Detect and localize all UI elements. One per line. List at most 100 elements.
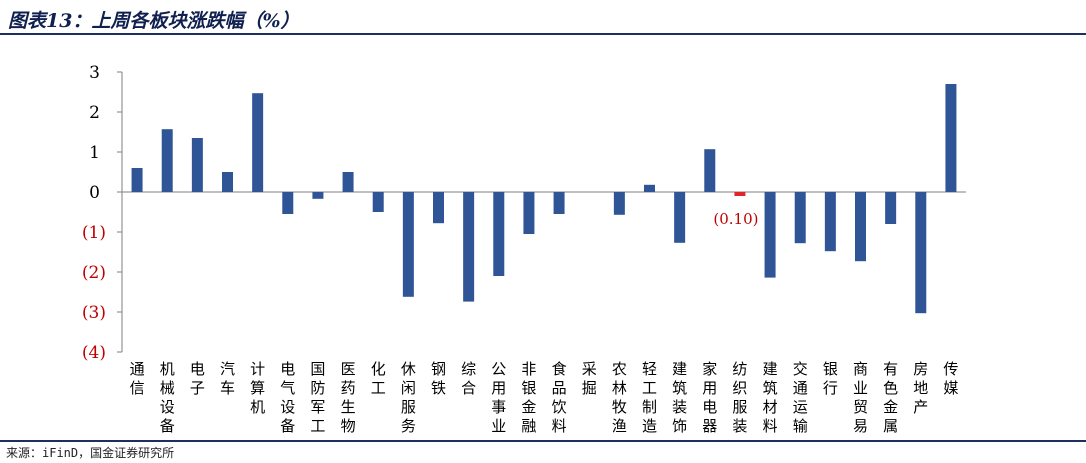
category-label: 食 xyxy=(552,360,567,378)
source-note: 来源：iFinD，国金证券研究所 xyxy=(6,446,175,460)
category-label: 银 xyxy=(521,379,536,397)
category-label: 综 xyxy=(461,360,476,378)
bar-商业贸易 xyxy=(855,192,866,262)
data-label-highlight: (0.10) xyxy=(713,210,758,228)
y-tick-label: 1 xyxy=(89,143,100,163)
bar-农林牧渔 xyxy=(613,192,625,215)
category-label: 业 xyxy=(491,417,506,435)
bar-电气设备 xyxy=(282,192,294,214)
category-label: 有 xyxy=(883,360,898,378)
category-label: 林 xyxy=(612,379,627,397)
category-label: 电 xyxy=(280,360,295,378)
bar-纺织服装 xyxy=(734,192,746,196)
y-tick-label: 0 xyxy=(89,183,100,203)
bar-休闲服务 xyxy=(402,192,414,297)
category-label: 机 xyxy=(250,398,265,416)
category-label: 产 xyxy=(913,398,928,416)
category-label: 农 xyxy=(612,360,627,378)
bar-医药生物 xyxy=(342,172,354,192)
category-label: 备 xyxy=(280,417,295,435)
category-label: 贸 xyxy=(853,398,868,416)
category-label: 采 xyxy=(582,360,597,378)
category-label: 物 xyxy=(341,417,356,435)
category-label: 药 xyxy=(341,379,356,397)
y-tick-label: (4) xyxy=(82,343,106,363)
bar-传媒 xyxy=(945,84,957,192)
category-label: 筑 xyxy=(672,379,687,397)
category-label: 属 xyxy=(883,417,898,435)
y-tick-label: (2) xyxy=(82,263,106,283)
category-label: 事 xyxy=(491,398,506,416)
category-label: 合 xyxy=(461,379,476,397)
category-label: 行 xyxy=(823,379,838,397)
category-label: 牧 xyxy=(612,398,627,416)
bar-国防军工 xyxy=(312,192,324,199)
category-label: 织 xyxy=(732,379,747,397)
bar-房地产 xyxy=(915,192,927,314)
bar-电子 xyxy=(191,138,203,192)
category-label: 银 xyxy=(823,360,838,378)
bar-建筑装饰 xyxy=(674,192,686,243)
category-label: 铁 xyxy=(431,379,446,397)
category-label: 电 xyxy=(190,360,205,378)
category-label: 防 xyxy=(310,379,325,397)
y-tick-label: 3 xyxy=(89,63,100,83)
category-label: 商 xyxy=(853,360,868,378)
bar-化工 xyxy=(372,192,384,212)
category-label: 融 xyxy=(521,417,536,435)
category-label: 算 xyxy=(250,379,265,397)
category-label: 建 xyxy=(672,360,687,378)
category-label: 渔 xyxy=(612,417,627,435)
y-tick-label: 2 xyxy=(89,103,100,123)
category-label: 媒 xyxy=(943,379,958,397)
bar-chart: 3210(1)(2)(3)(4)通信机械设备电子汽车计算机电气设备国防军工医药生… xyxy=(82,63,966,435)
category-label: 掘 xyxy=(582,379,597,397)
category-label: 工 xyxy=(642,379,657,397)
bar-食品饮料 xyxy=(553,192,565,214)
category-label: 信 xyxy=(130,379,145,397)
category-label: 金 xyxy=(883,398,898,416)
category-label: 公 xyxy=(491,360,506,378)
bar-银行 xyxy=(824,192,836,252)
category-label: 闲 xyxy=(401,379,416,397)
bar-非银金融 xyxy=(523,192,535,234)
category-label: 筑 xyxy=(763,379,778,397)
category-label: 务 xyxy=(401,417,416,435)
category-label: 备 xyxy=(160,417,175,435)
category-label: 料 xyxy=(552,417,567,435)
category-label: 传 xyxy=(943,360,958,378)
category-label: 国 xyxy=(310,360,325,378)
bar-轻工制造 xyxy=(644,184,655,192)
title-bar: 图表13：上周各板块涨跌幅（%） xyxy=(0,0,1086,36)
category-label: 材 xyxy=(763,398,778,416)
category-label: 交 xyxy=(793,360,808,378)
category-label: 汽 xyxy=(220,360,235,378)
category-label: 车 xyxy=(220,379,235,397)
bar-机械设备 xyxy=(161,129,173,192)
category-label: 化 xyxy=(371,360,386,378)
category-label: 制 xyxy=(642,398,657,416)
category-label: 子 xyxy=(190,379,205,397)
category-label: 品 xyxy=(552,379,567,397)
y-tick-label: (3) xyxy=(82,303,106,323)
category-label: 饮 xyxy=(552,398,567,416)
category-label: 输 xyxy=(793,417,808,435)
bar-建筑材料 xyxy=(764,192,776,278)
category-label: 料 xyxy=(763,417,778,435)
bar-计算机 xyxy=(252,93,264,192)
category-label: 器 xyxy=(702,417,717,435)
y-tick-label: (1) xyxy=(82,223,106,243)
category-label: 械 xyxy=(160,379,175,397)
title-rule xyxy=(0,33,1086,35)
category-label: 房 xyxy=(913,360,928,378)
category-label: 生 xyxy=(341,398,356,416)
category-label: 用 xyxy=(491,379,506,397)
category-label: 钢 xyxy=(431,360,446,378)
category-label: 工 xyxy=(310,417,325,435)
category-label: 纺 xyxy=(732,360,747,378)
category-label: 通 xyxy=(130,360,145,378)
chart-area: 3 2 1 0 (1) (2) (3) (4) 通信机械设备电子汽车计算机电气设备国防军工医药生… xyxy=(0,36,1086,440)
category-label: 非 xyxy=(521,360,536,378)
category-label: 金 xyxy=(521,398,536,416)
category-label: 通 xyxy=(793,379,808,397)
